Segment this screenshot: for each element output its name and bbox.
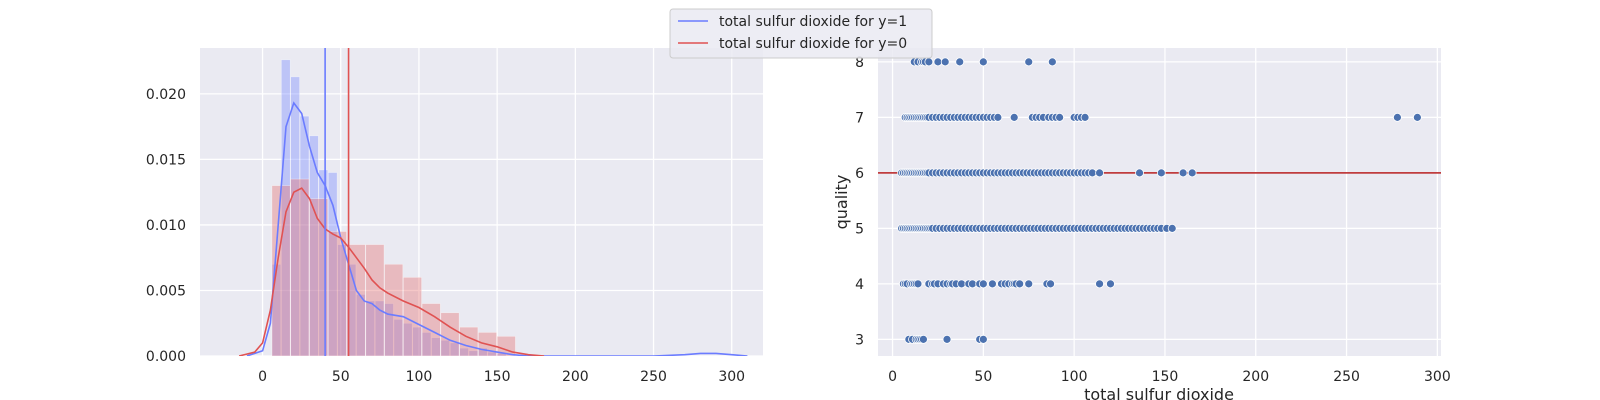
y-tick-label: 7	[855, 110, 864, 126]
x-tick-label: 300	[1424, 369, 1451, 385]
histogram-bar-y0	[384, 263, 404, 356]
x-tick-label: 300	[718, 369, 745, 385]
legend-label-y1: total sulfur dioxide for y=1	[719, 14, 907, 30]
scatter-point	[957, 279, 966, 289]
histogram-plot-background	[200, 48, 763, 356]
y-tick-label: 5	[855, 221, 864, 237]
scatter-point	[993, 112, 1003, 122]
kde-curve-y1	[246, 101, 748, 356]
scatter-point	[919, 334, 928, 344]
x-tick-label: 0	[258, 369, 267, 385]
histogram-bars	[271, 59, 516, 356]
kde-curves	[238, 101, 748, 356]
y-tick-label: 4	[855, 277, 864, 293]
scatter-point	[940, 57, 950, 67]
histogram-bar-y0	[403, 277, 422, 356]
scatter-axes: 0 50 100 150 200 250 300 3 4 5 6 7 8 total sulfur d…	[832, 48, 1451, 400]
y-tick-label: 3	[855, 332, 864, 348]
scatter-point	[942, 334, 952, 344]
scatter-point	[1047, 57, 1057, 67]
histogram-x-tick-labels: 0 50 100 150 200 250 300	[258, 369, 745, 385]
histogram-bar-y0	[440, 312, 460, 356]
scatter-point	[1106, 279, 1115, 289]
x-tick-label: 50	[974, 369, 992, 385]
scatter-y-axis-label: quality	[832, 175, 851, 230]
scatter-point	[924, 57, 934, 67]
scatter-point	[933, 57, 943, 67]
x-tick-label: 0	[888, 369, 897, 385]
histogram-bar-y0	[459, 326, 479, 356]
scatter-point	[988, 279, 997, 289]
scatter-point	[968, 279, 977, 289]
x-tick-label: 250	[640, 369, 667, 385]
histogram-bar-y0	[346, 244, 366, 356]
scatter-points	[897, 57, 1422, 344]
scatter-y-tick-labels: 3 4 5 6 7 8	[855, 55, 864, 348]
x-tick-label: 100	[406, 369, 433, 385]
scatter-point	[978, 57, 988, 67]
scatter-point	[1095, 168, 1104, 178]
legend-box	[669, 8, 933, 59]
scatter-x-axis-label: total sulfur dioxide	[1084, 385, 1234, 400]
y-tick-label: 6	[855, 166, 864, 182]
y-tick-label: 0.005	[146, 283, 186, 299]
histogram-bar-y0	[327, 231, 347, 356]
scatter-point	[1095, 279, 1104, 289]
x-tick-label: 200	[1242, 369, 1269, 385]
histogram-bar-y0	[290, 178, 310, 356]
scatter-point	[1087, 168, 1097, 178]
scatter-point	[1156, 168, 1166, 178]
y-tick-label: 8	[855, 55, 864, 71]
scatter-point	[1187, 168, 1197, 178]
scatter-point	[1080, 112, 1090, 122]
histogram-bar-y0	[365, 244, 385, 356]
scatter-point	[913, 279, 923, 289]
scatter-point	[1393, 112, 1402, 122]
y-tick-label: 0.015	[146, 152, 186, 168]
scatter-point	[978, 279, 988, 289]
scatter-point	[1055, 112, 1065, 122]
scatter-point	[1024, 279, 1034, 289]
y-tick-label: 0.020	[146, 87, 186, 103]
scatter-point	[955, 57, 965, 67]
y-tick-label: 0.000	[146, 349, 186, 365]
legend-label-y0: total sulfur dioxide for y=0	[719, 36, 907, 52]
x-tick-label: 200	[562, 369, 589, 385]
mean-lines	[324, 48, 350, 356]
x-tick-label: 100	[1061, 369, 1088, 385]
scatter-point	[1046, 279, 1055, 289]
scatter-point	[1024, 57, 1034, 67]
scatter-x-tick-labels: 0 50 100 150 200 250 300	[888, 369, 1451, 385]
legend: total sulfur dioxide for y=1 total sulfu…	[669, 8, 933, 59]
scatter-point	[1167, 223, 1177, 233]
scatter-point	[1015, 279, 1025, 289]
scatter-plot-background	[878, 48, 1441, 356]
scatter-point	[1009, 112, 1019, 122]
x-tick-label: 250	[1333, 369, 1360, 385]
scatter-point	[978, 334, 988, 344]
histogram-axes: 0 50 100 150 200 250 300 0.0000.0050.0100.0150…	[146, 48, 763, 385]
histogram-bar-y0	[309, 198, 329, 356]
x-tick-label: 50	[332, 369, 350, 385]
scatter-point	[1135, 168, 1144, 178]
scatter-point	[1412, 112, 1422, 122]
x-tick-label: 150	[484, 369, 511, 385]
kde-curve-y0	[238, 187, 545, 356]
scatter-point	[1178, 168, 1188, 178]
x-tick-label: 150	[1152, 369, 1179, 385]
y-tick-label: 0.010	[146, 218, 186, 234]
histogram-y-tick-labels: 0.000 0.005 0.010 0.015 0.020	[146, 87, 186, 365]
